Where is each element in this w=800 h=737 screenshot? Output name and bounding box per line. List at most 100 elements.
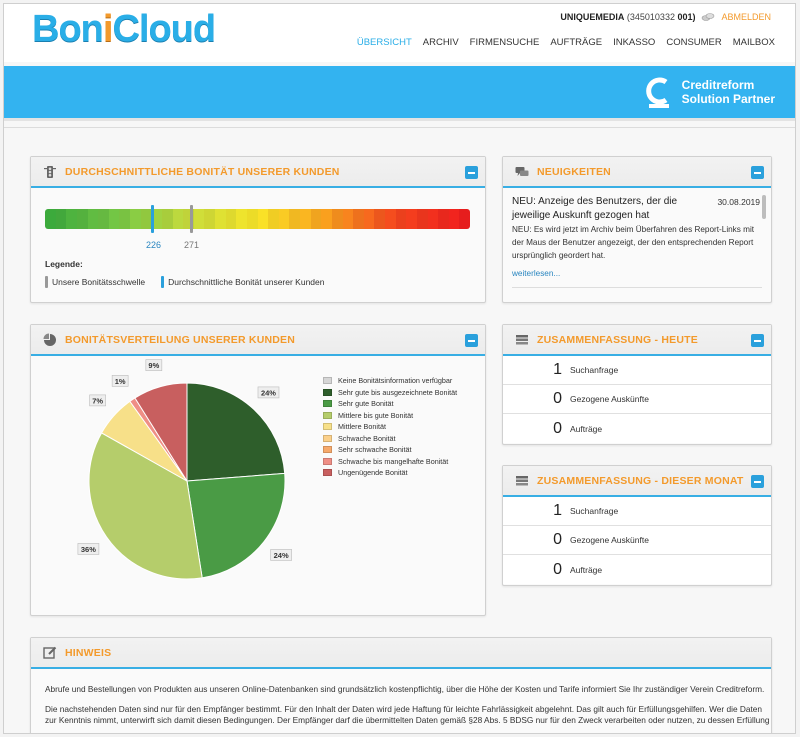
- collapse-toggle[interactable]: [465, 166, 478, 179]
- legend-label-threshold: Unsere Bonitätsschwelle: [52, 277, 146, 287]
- news-item: 30.08.2019 NEU: Anzeige des Benutzers, d…: [512, 195, 760, 280]
- pie-label-box: [77, 543, 100, 555]
- scale-segment: [236, 209, 247, 229]
- user-suffix: 001): [677, 12, 696, 22]
- value-threshold: 271: [184, 240, 200, 250]
- pie-data-label: 36%: [77, 543, 100, 555]
- summary-row: 1 Suchanfrage: [503, 356, 771, 385]
- scale-segment: [55, 209, 67, 229]
- scale-segment: [172, 209, 184, 229]
- pie-legend-swatch: [323, 457, 332, 465]
- pie-data-label: 7%: [89, 394, 106, 407]
- scale-segment: [374, 209, 385, 229]
- pie-legend-item[interactable]: Schwache bis mangelhafte Bonität: [323, 456, 457, 468]
- pie-legend-item[interactable]: Sehr gute Bonität: [323, 398, 457, 410]
- pie-slice[interactable]: [186, 382, 286, 482]
- scale-segment: [395, 209, 407, 229]
- panel-hinweis: HINWEIS Abrufe und Bestellungen von Prod…: [30, 637, 772, 733]
- scale-segment: [246, 209, 258, 229]
- pie-label-text: 9%: [148, 361, 159, 370]
- logout-link[interactable]: ABMELDEN: [721, 12, 771, 22]
- partner-line2: Solution Partner: [681, 92, 775, 106]
- pie-slice[interactable]: [134, 382, 188, 483]
- pie-legend-item[interactable]: Sehr schwache Bonität: [323, 444, 457, 456]
- bonicloud-logo[interactable]: BoniCloud: [32, 8, 216, 51]
- panel-bonitaet-title: DURCHSCHNITTLICHE BONITÄT UNSERER KUNDEN: [65, 165, 340, 178]
- pie-data-label: 9%: [145, 359, 163, 371]
- pie-legend-label: Keine Bonitätsinformation verfügbar: [338, 376, 453, 385]
- speech-bubbles-icon: [515, 166, 529, 176]
- pie-label-text: 24%: [261, 388, 276, 397]
- legend-item-threshold: Unsere Bonitätsschwelle: [45, 276, 145, 288]
- scale-segment: [119, 209, 130, 229]
- news-scrollbar[interactable]: [762, 195, 766, 219]
- logo-text-cloud: Cloud: [112, 8, 216, 50]
- scale-segment: [151, 209, 162, 229]
- pie-legend-label: Sehr schwache Bonität: [338, 445, 412, 454]
- panel-hinweis-title: HINWEIS: [65, 646, 112, 659]
- pie-legend-label: Schwache Bonität: [338, 433, 396, 443]
- scale-segment: [130, 209, 141, 229]
- summary-row: 0 Aufträge: [503, 414, 771, 443]
- nav-uebersicht[interactable]: ÜBERSICHT: [356, 37, 412, 48]
- app-window: BoniCloud UNIQUEMEDIA (345010332 001) AB…: [3, 3, 796, 734]
- pie-slice[interactable]: [88, 432, 203, 580]
- pie-legend-item[interactable]: Ungenügende Bonität: [323, 467, 457, 479]
- pie-legend-item[interactable]: Keine Bonitätsinformation verfügbar: [323, 375, 457, 387]
- coins-icon[interactable]: [701, 12, 715, 22]
- marker-threshold: [190, 205, 193, 233]
- nav-firmensuche[interactable]: FIRMENSUCHE: [469, 37, 540, 48]
- panel-summary-month-header: ZUSAMMENFASSUNG - DIESER MONAT: [503, 466, 771, 497]
- creditreform-partner-logo: Creditreform Solution Partner: [644, 75, 775, 109]
- read-more-link[interactable]: weiterlesen...: [512, 269, 561, 278]
- value-customers: 226: [146, 240, 162, 250]
- scale-segment: [300, 209, 311, 229]
- summary-count: 0: [553, 419, 562, 437]
- summary-label: Gezogene Auskünfte: [570, 535, 649, 545]
- scale-segment: [416, 209, 428, 229]
- pie-label-text: 24%: [274, 551, 289, 560]
- panel-verteilung-title: BONITÄTSVERTEILUNG UNSERER KUNDEN: [65, 333, 296, 346]
- scale-segment: [353, 209, 364, 229]
- collapse-toggle[interactable]: [465, 334, 478, 347]
- user-info: UNIQUEMEDIA (345010332 001) ABMELDEN: [560, 12, 771, 22]
- summary-count: 0: [553, 531, 562, 548]
- nav-archiv[interactable]: ARCHIV: [422, 37, 459, 48]
- pie-label-box: [111, 375, 129, 387]
- pie-label-box: [145, 359, 163, 371]
- pie-legend-swatch: [323, 469, 332, 477]
- summary-row: 1 Suchanfrage: [503, 497, 771, 526]
- scale-segment: [161, 209, 173, 229]
- pie-legend-swatch: [323, 411, 332, 419]
- pie-legend-item[interactable]: Mittlere bis gute Bonität: [323, 410, 457, 422]
- nav-mailbox[interactable]: MAILBOX: [732, 37, 775, 48]
- pie-label-text: 36%: [81, 545, 96, 554]
- pie-legend-item[interactable]: Schwache Bonität: [323, 433, 457, 445]
- nav-inkasso[interactable]: INKASSO: [613, 37, 656, 48]
- collapse-toggle[interactable]: [751, 334, 764, 347]
- news-title: NEU: Anzeige des Benutzers, der die jewe…: [512, 196, 678, 221]
- news-body-text: NEU: Es wird jetzt im Archiv beim Überfa…: [512, 225, 755, 260]
- pie-legend-item[interactable]: Mittlere Bonität: [323, 421, 457, 433]
- panel-summary-today-header: ZUSAMMENFASSUNG - HEUTE: [503, 325, 771, 356]
- collapse-toggle[interactable]: [751, 475, 764, 488]
- legend-swatch-customers: [161, 276, 165, 288]
- scale-segment: [406, 209, 417, 229]
- panel-news-title: NEUIGKEITEN: [537, 165, 611, 178]
- pie-slice[interactable]: [186, 472, 286, 579]
- nav-auftraege[interactable]: AUFTRÄGE: [550, 37, 603, 48]
- pie-legend: Keine Bonitätsinformation verfügbar Sehr …: [323, 375, 457, 479]
- summary-label: Aufträge: [570, 423, 603, 434]
- scale-segment: [331, 209, 343, 229]
- nav-consumer[interactable]: CONSUMER: [666, 37, 722, 48]
- legend-swatch-threshold: [45, 276, 48, 288]
- pie-legend-item[interactable]: Sehr gute bis ausgezeichnete Bonität: [323, 387, 457, 399]
- scale-segment: [289, 209, 300, 229]
- legend-item-customers: Durchschnittliche Bonität unserer Kunden: [161, 276, 324, 288]
- scale-segment: [225, 209, 237, 229]
- scale-segment: [183, 209, 194, 229]
- collapse-toggle[interactable]: [751, 166, 764, 179]
- pie-legend-label: Ungenügende Bonität: [338, 468, 408, 477]
- pie-legend-label: Mittlere bis gute Bonität: [338, 410, 414, 420]
- pie-legend-swatch: [323, 388, 332, 396]
